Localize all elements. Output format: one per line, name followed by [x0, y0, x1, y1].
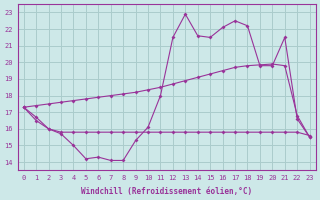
X-axis label: Windchill (Refroidissement éolien,°C): Windchill (Refroidissement éolien,°C): [81, 187, 252, 196]
